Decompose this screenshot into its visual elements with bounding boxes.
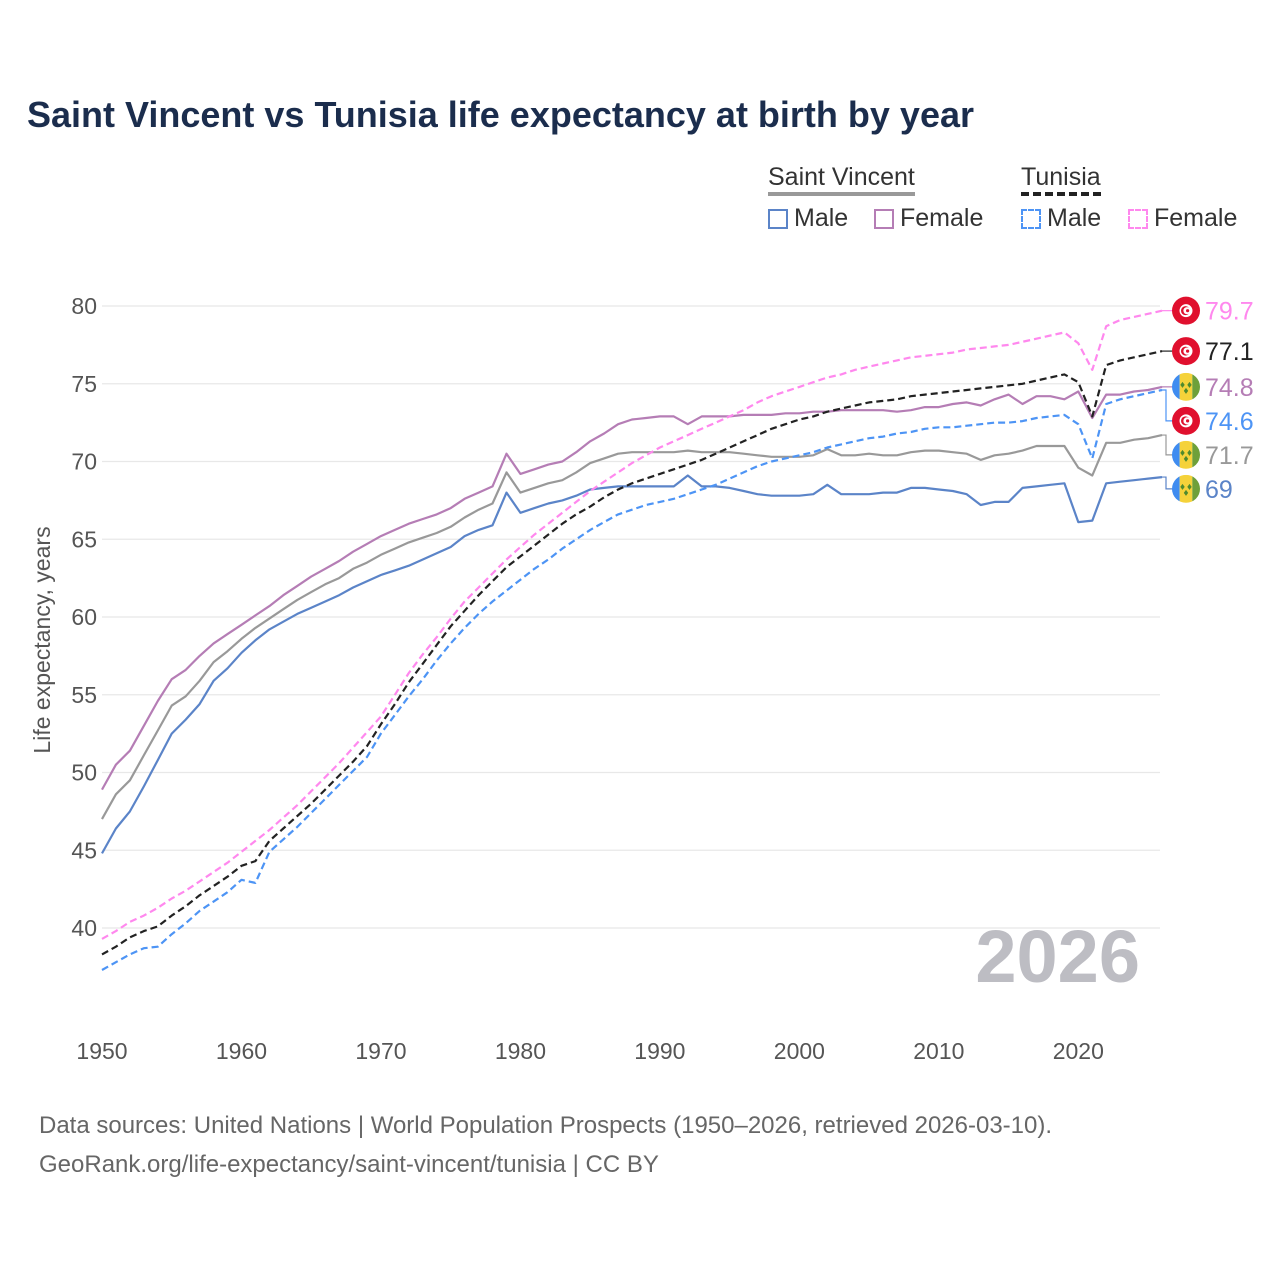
flag-diamond bbox=[1187, 483, 1192, 490]
legend-label: Female bbox=[900, 204, 984, 232]
end-value-label: 71.7 bbox=[1205, 442, 1254, 470]
flag-star bbox=[1186, 419, 1190, 423]
legend-item-saint-vincent-male[interactable]: Male bbox=[768, 204, 848, 233]
flag-body bbox=[1172, 440, 1200, 469]
legend-swatch bbox=[1021, 208, 1041, 229]
end-value-label: 69 bbox=[1205, 476, 1233, 504]
flag-yellow bbox=[1179, 440, 1193, 469]
flag-blue bbox=[1172, 474, 1180, 503]
legend-item-tunisia-female[interactable]: Female bbox=[1128, 204, 1237, 233]
flag-diamond bbox=[1183, 455, 1189, 462]
y-tick-label: 55 bbox=[71, 682, 97, 708]
series-line-saint-vincent-female bbox=[101, 385, 1163, 791]
flag-star bbox=[1186, 349, 1190, 353]
flag-blue bbox=[1172, 440, 1180, 469]
flag-yellow bbox=[1179, 474, 1193, 503]
x-tick-label: 2010 bbox=[913, 1038, 964, 1064]
legend-group-saint-vincent: Saint Vincent bbox=[768, 162, 915, 196]
x-tick-label: 1960 bbox=[216, 1038, 267, 1064]
flag-diamond bbox=[1187, 449, 1192, 456]
flag-diamond bbox=[1183, 387, 1189, 394]
legend-label: Male bbox=[1047, 204, 1102, 232]
series-line-saint-vincent bbox=[101, 434, 1163, 820]
saint-vincent-flag-icon bbox=[1172, 372, 1200, 401]
legend-swatch bbox=[768, 208, 788, 229]
series-line-tunisia-male bbox=[101, 388, 1163, 971]
legend-swatch bbox=[1128, 208, 1148, 229]
y-tick-label: 60 bbox=[71, 604, 97, 630]
tunisia-flag-icon bbox=[1172, 406, 1200, 435]
legend-item-saint-vincent-female[interactable]: Female bbox=[874, 204, 983, 233]
flag-blue bbox=[1172, 372, 1180, 401]
flag-green bbox=[1192, 372, 1200, 401]
flag-diamond bbox=[1180, 381, 1185, 388]
y-tick-label: 40 bbox=[71, 915, 97, 941]
year-watermark: 2026 bbox=[975, 915, 1140, 998]
legend-label: Male bbox=[794, 204, 849, 232]
saint-vincent-flag-icon bbox=[1172, 474, 1200, 503]
flag-body bbox=[1172, 474, 1200, 503]
flag-body bbox=[1172, 372, 1200, 401]
y-tick-label: 70 bbox=[71, 449, 97, 475]
source-line-2[interactable]: GeoRank.org/life-expectancy/saint-vincen… bbox=[39, 1151, 659, 1178]
flag-star bbox=[1186, 309, 1190, 313]
flag-diamond bbox=[1183, 489, 1189, 496]
legend-group-tunisia: Tunisia bbox=[1021, 162, 1101, 196]
y-tick-label: 50 bbox=[71, 760, 97, 786]
end-label-connector bbox=[1162, 389, 1174, 422]
source-note: Data sources: United Nations | World Pop… bbox=[39, 1106, 1052, 1184]
x-tick-label: 1980 bbox=[495, 1038, 546, 1064]
y-tick-label: 65 bbox=[71, 526, 97, 552]
y-tick-label: 80 bbox=[71, 293, 97, 319]
series-line-saint-vincent-male bbox=[101, 474, 1163, 854]
series-line-tunisia bbox=[101, 350, 1163, 956]
source-line-1: Data sources: United Nations | World Pop… bbox=[39, 1112, 1053, 1139]
y-axis-title: Life expectancy, years bbox=[29, 526, 55, 753]
tunisia-flag-icon bbox=[1172, 296, 1200, 325]
legend-label: Female bbox=[1154, 204, 1238, 232]
flag-green bbox=[1192, 474, 1200, 503]
x-tick-label: 2000 bbox=[774, 1038, 825, 1064]
legend-swatch bbox=[874, 208, 894, 229]
end-value-label: 77.1 bbox=[1205, 338, 1254, 366]
y-tick-label: 75 bbox=[71, 371, 97, 397]
flag-green bbox=[1192, 440, 1200, 469]
chart-title: Saint Vincent vs Tunisia life expectancy… bbox=[27, 94, 975, 135]
x-tick-label: 1970 bbox=[355, 1038, 406, 1064]
x-tick-label: 1950 bbox=[76, 1038, 127, 1064]
end-value-label: 79.7 bbox=[1205, 298, 1254, 326]
x-tick-label: 1990 bbox=[634, 1038, 685, 1064]
x-tick-label: 2020 bbox=[1053, 1038, 1104, 1064]
flag-yellow bbox=[1179, 372, 1193, 401]
end-value-label: 74.8 bbox=[1205, 374, 1254, 402]
end-value-label: 74.6 bbox=[1205, 408, 1254, 436]
legend-item-tunisia-male[interactable]: Male bbox=[1021, 204, 1101, 233]
y-tick-label: 45 bbox=[71, 837, 97, 863]
end-label-connector bbox=[1162, 476, 1174, 490]
saint-vincent-flag-icon bbox=[1172, 440, 1200, 469]
flag-diamond bbox=[1180, 449, 1185, 456]
series-line-tunisia-female bbox=[101, 309, 1163, 940]
tunisia-flag-icon bbox=[1172, 337, 1200, 366]
flag-diamond bbox=[1187, 381, 1192, 388]
end-label-connector bbox=[1162, 434, 1174, 456]
flag-diamond bbox=[1180, 483, 1185, 490]
